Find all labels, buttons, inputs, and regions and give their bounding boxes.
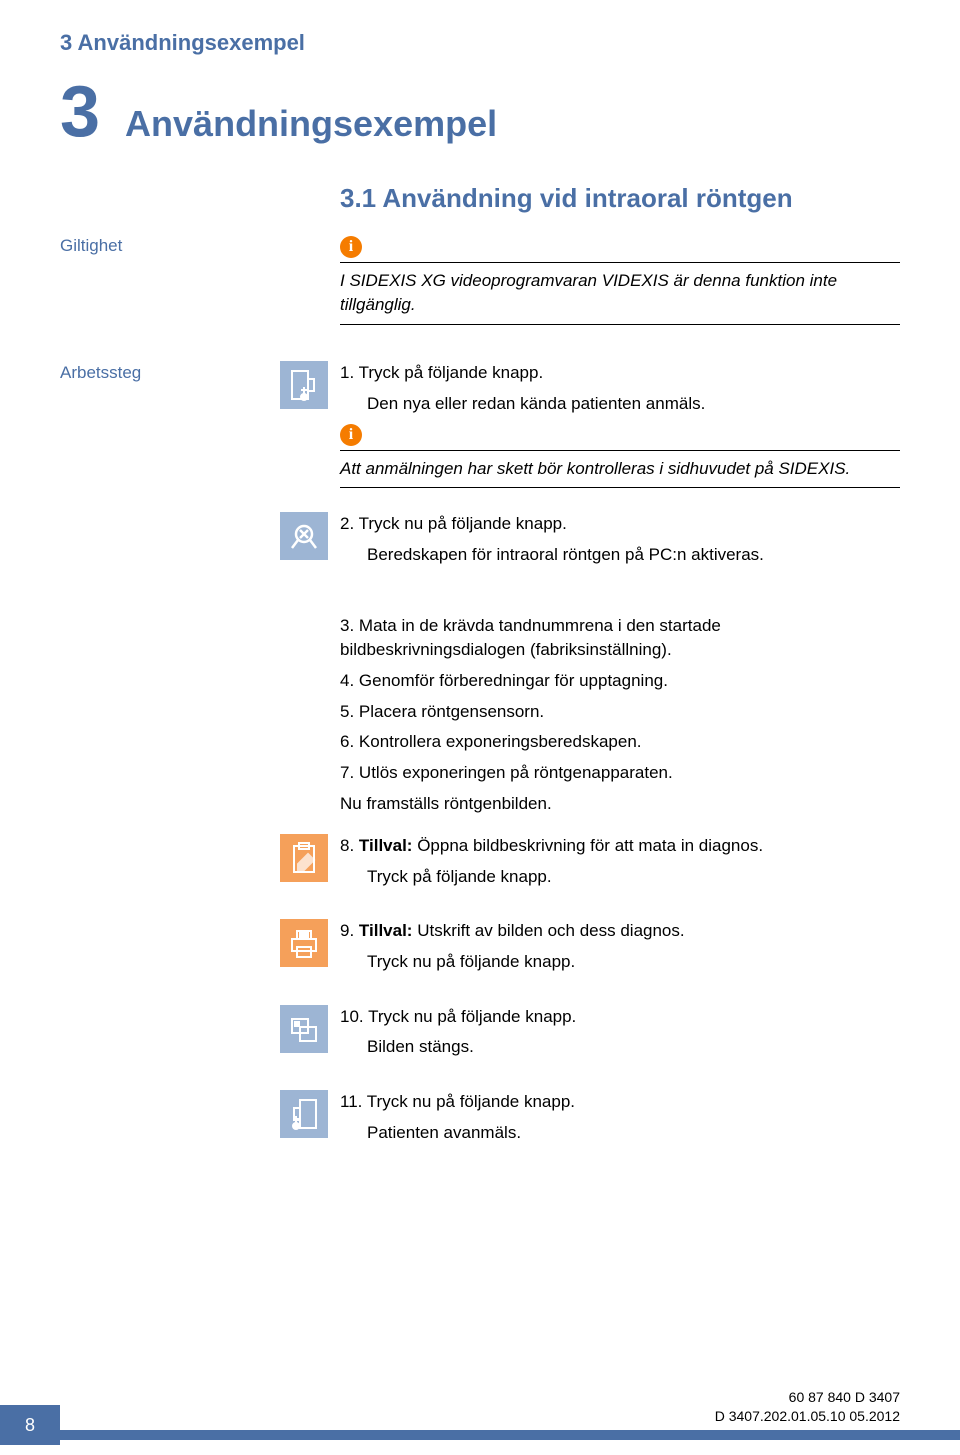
step-7-result: Nu framställs röntgenbilden.: [340, 792, 900, 817]
chapter-number: 3: [60, 76, 100, 148]
section-title: 3.1 Användning vid intraoral röntgen: [340, 183, 900, 214]
step-9-sub: Tryck nu på följande knapp.: [367, 950, 900, 975]
step-4: 4. Genomför förberedningar för upptagnin…: [340, 669, 900, 694]
step-10-sub: Bilden stängs.: [367, 1035, 900, 1060]
step-8: 8. Tillval: Öppna bildbeskrivning för at…: [340, 834, 900, 859]
plug-icon: [280, 512, 328, 560]
page-number: 8: [0, 1405, 60, 1445]
step-9: 9. Tillval: Utskrift av bilden och dess …: [340, 919, 900, 944]
clipboard-icon: [280, 834, 328, 882]
info-block-giltighet: I SIDEXIS XG videoprogramvaran VIDEXIS ä…: [340, 262, 900, 325]
info-icon: i: [340, 236, 362, 258]
step-3: 3. Mata in de krävda tandnummrena i den …: [340, 614, 900, 663]
step-1: 1. Tryck på följande knapp.: [340, 361, 900, 386]
step-1-sub: Den nya eller redan kända patienten anmä…: [367, 392, 900, 417]
footer-ref: 60 87 840 D 3407 D 3407.202.01.05.10 05.…: [715, 1388, 900, 1427]
label-giltighet: Giltighet: [60, 236, 122, 255]
step-8-sub: Tryck på följande knapp.: [367, 865, 900, 890]
chapter-heading: 3 Användningsexempel: [60, 76, 900, 148]
printer-icon: [280, 919, 328, 967]
info-block-anmalning: Att anmälningen har skett bör kontroller…: [340, 450, 900, 489]
step-10: 10. Tryck nu på följande knapp.: [340, 1005, 900, 1030]
step-7: 7. Utlös exponeringen på röntgenapparate…: [340, 761, 900, 786]
step-11: 11. Tryck nu på följande knapp.: [340, 1090, 900, 1115]
step-2: 2. Tryck nu på följande knapp.: [340, 512, 900, 537]
step-2-sub: Beredskapen för intraoral röntgen på PC:…: [367, 543, 900, 568]
step-6: 6. Kontrollera exponeringsberedskapen.: [340, 730, 900, 755]
door-enter-icon: [280, 361, 328, 409]
step-11-sub: Patienten avanmäls.: [367, 1121, 900, 1146]
running-header: 3 Användningsexempel: [60, 30, 900, 56]
info-icon: i: [340, 424, 362, 446]
step-5: 5. Placera röntgensensorn.: [340, 700, 900, 725]
door-exit-icon: [280, 1090, 328, 1138]
page-footer: 8 60 87 840 D 3407 D 3407.202.01.05.10 0…: [0, 1395, 960, 1455]
close-image-icon: [280, 1005, 328, 1053]
label-arbetssteg: Arbetssteg: [60, 363, 141, 382]
chapter-title: Användningsexempel: [125, 103, 497, 145]
footer-strip: [60, 1430, 960, 1440]
